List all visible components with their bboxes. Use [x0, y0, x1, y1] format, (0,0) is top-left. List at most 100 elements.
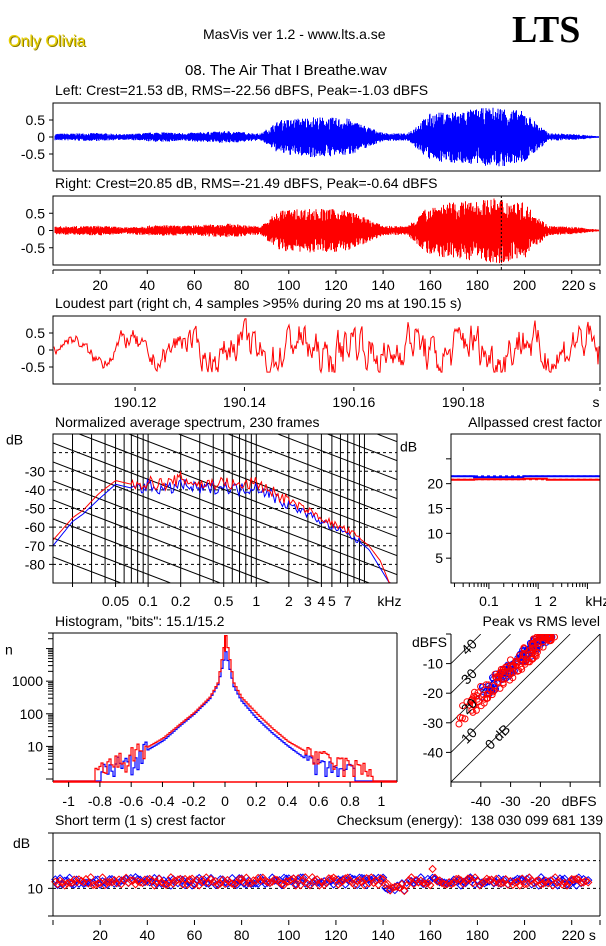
short-term-crest-point-right — [572, 874, 581, 884]
peak-vs-rms-point — [528, 655, 536, 663]
short-term-crest-point-right — [270, 875, 279, 884]
short-term-crest-point-right — [53, 879, 62, 889]
short-term-crest-point-left — [72, 875, 81, 884]
short-term-crest-point-right — [145, 874, 154, 884]
short-term-crest-point-left — [560, 874, 569, 883]
short-term-crest-point-right — [72, 877, 81, 887]
histogram-xtick-label: -0.6 — [119, 793, 143, 809]
short-term-crest-point-right — [517, 874, 527, 883]
peak-vs-rms-point — [466, 701, 474, 709]
spectrum-ytick-label: -30 — [25, 463, 45, 479]
short-term-crest-point-left — [301, 879, 310, 888]
peak-vs-rms-point — [481, 695, 488, 703]
short-term-crest-point-right — [194, 881, 204, 890]
peak-vs-rms-crest-label: 0 dB — [482, 721, 514, 753]
spectrum-xtick-label: 3 — [304, 593, 312, 609]
short-term-crest-point-right — [437, 878, 447, 888]
peak-vs-rms-point — [535, 643, 543, 651]
checksum-label: Checksum (energy): — [337, 812, 463, 828]
waveform-right-xtick-label: 160 — [419, 277, 443, 293]
loudest-part-signal — [53, 318, 600, 374]
short-term-crest-point-right — [543, 879, 553, 888]
short-term-crest-point-right — [310, 876, 319, 886]
short-term-crest-point-left — [291, 879, 301, 889]
short-term-crest-point-right — [426, 880, 435, 890]
waveform-right-ytick-label: -0.5 — [21, 240, 45, 256]
peak-vs-rms-point — [470, 702, 478, 709]
file-name: 08. The Air That I Breathe.wav — [185, 62, 388, 79]
waveform-left-title: Left: Crest=21.53 dB, RMS=-22.56 dBFS, P… — [55, 82, 428, 98]
waveform-right-xtick-label: 180 — [466, 277, 490, 293]
lts-logo: LTS — [512, 9, 581, 51]
peak-vs-rms-point — [515, 652, 523, 660]
peak-vs-rms-point — [455, 720, 463, 728]
spectrum-ytick-label: -70 — [25, 538, 45, 554]
allpassed-crest-ylabel: dB — [400, 438, 417, 454]
short-term-crest-point-right — [308, 873, 317, 882]
short-term-crest-point-right — [404, 875, 414, 885]
short-term-crest-point-left — [253, 879, 263, 888]
peak-vs-rms-point — [477, 683, 485, 690]
spectrum-slope-line — [177, 434, 397, 519]
histogram-xtick-label: 0.8 — [340, 793, 360, 809]
loudest-part-xtick-label: s — [593, 394, 600, 410]
short-term-crest-point-right — [520, 879, 529, 889]
short-term-crest-title: Short term (1 s) crest factor — [55, 812, 226, 828]
peak-vs-rms-ytick-label: -40 — [423, 744, 443, 760]
short-term-crest-point-right — [235, 874, 244, 884]
short-term-crest-point-right — [388, 883, 397, 893]
spectrum-slope-line — [53, 480, 321, 583]
peak-vs-rms-point — [497, 669, 504, 677]
allpassed-crest-ytick-label: 5 — [435, 550, 443, 566]
short-term-crest-xtick-label: 140 — [371, 927, 395, 943]
checksum-value: 138 030 099 681 139 — [471, 812, 604, 828]
waveform-right-title: Right: Crest=20.85 dB, RMS=-21.49 dBFS, … — [55, 175, 437, 191]
spectrum-slope-line — [53, 442, 397, 576]
short-term-crest-point-right — [407, 873, 416, 882]
loudest-part-ytick-label: -0.5 — [21, 359, 45, 375]
peak-vs-rms-point — [488, 691, 496, 699]
short-term-crest-point-right — [119, 875, 128, 885]
short-term-crest-point-right — [187, 874, 197, 883]
short-term-crest-point-right — [376, 874, 385, 883]
short-term-crest-point-right — [397, 879, 407, 889]
short-term-crest-point-right — [112, 878, 121, 888]
histogram-ylabel: n — [5, 642, 13, 658]
waveform-left-ytick-label: 0.5 — [26, 112, 46, 128]
histogram-ytick-label: 100 — [20, 706, 44, 722]
peak-vs-rms-point — [496, 684, 504, 692]
short-term-crest-xtick-label: 180 — [466, 927, 490, 943]
short-term-crest-point-right — [334, 880, 343, 889]
short-term-crest-point-right — [367, 873, 376, 882]
short-term-crest-point-right — [242, 873, 251, 882]
waveform-left-ytick-label: 0 — [37, 129, 45, 145]
peak-vs-rms-crest-label: 30 — [458, 665, 480, 687]
peak-vs-rms-point — [514, 667, 522, 675]
histogram-ytick-label: 10 — [27, 738, 43, 754]
spectrum-ytick-label: -60 — [25, 519, 45, 535]
histogram-xtick-label: 0.6 — [309, 793, 329, 809]
short-term-crest-point-right — [305, 881, 315, 890]
short-term-crest-point-right — [352, 876, 362, 886]
short-term-crest-point-right — [211, 876, 220, 886]
short-term-crest-point-right — [88, 880, 98, 890]
spectrum-xtick-label: 1 — [252, 593, 260, 609]
short-term-crest-xtick-label: 60 — [187, 927, 203, 943]
allpassed-crest-frame — [450, 433, 601, 584]
short-term-crest-point-right — [312, 875, 322, 884]
peak-vs-rms-ytick-label: -10 — [423, 656, 443, 672]
short-term-crest-ytick-label: 10 — [27, 880, 43, 896]
peak-vs-rms-point — [461, 715, 469, 723]
peak-vs-rms-ytick-label: -30 — [423, 715, 443, 731]
spectrum-xtick-label: 0.05 — [102, 593, 129, 609]
allpassed-crest-xtick-label: 2 — [549, 593, 557, 609]
short-term-crest-xtick-label: 160 — [419, 927, 443, 943]
allpassed-crest-title: Allpassed crest factor — [468, 414, 602, 430]
short-term-crest-point-right — [157, 878, 166, 887]
spectrum-slope-line — [226, 434, 397, 500]
short-term-crest-point-left — [381, 883, 390, 893]
spectrum-grid — [53, 434, 397, 583]
short-term-crest-point-right — [84, 879, 93, 888]
short-term-crest-point-right — [447, 879, 456, 889]
peak-vs-rms-ylabel: dBFS — [412, 634, 447, 650]
